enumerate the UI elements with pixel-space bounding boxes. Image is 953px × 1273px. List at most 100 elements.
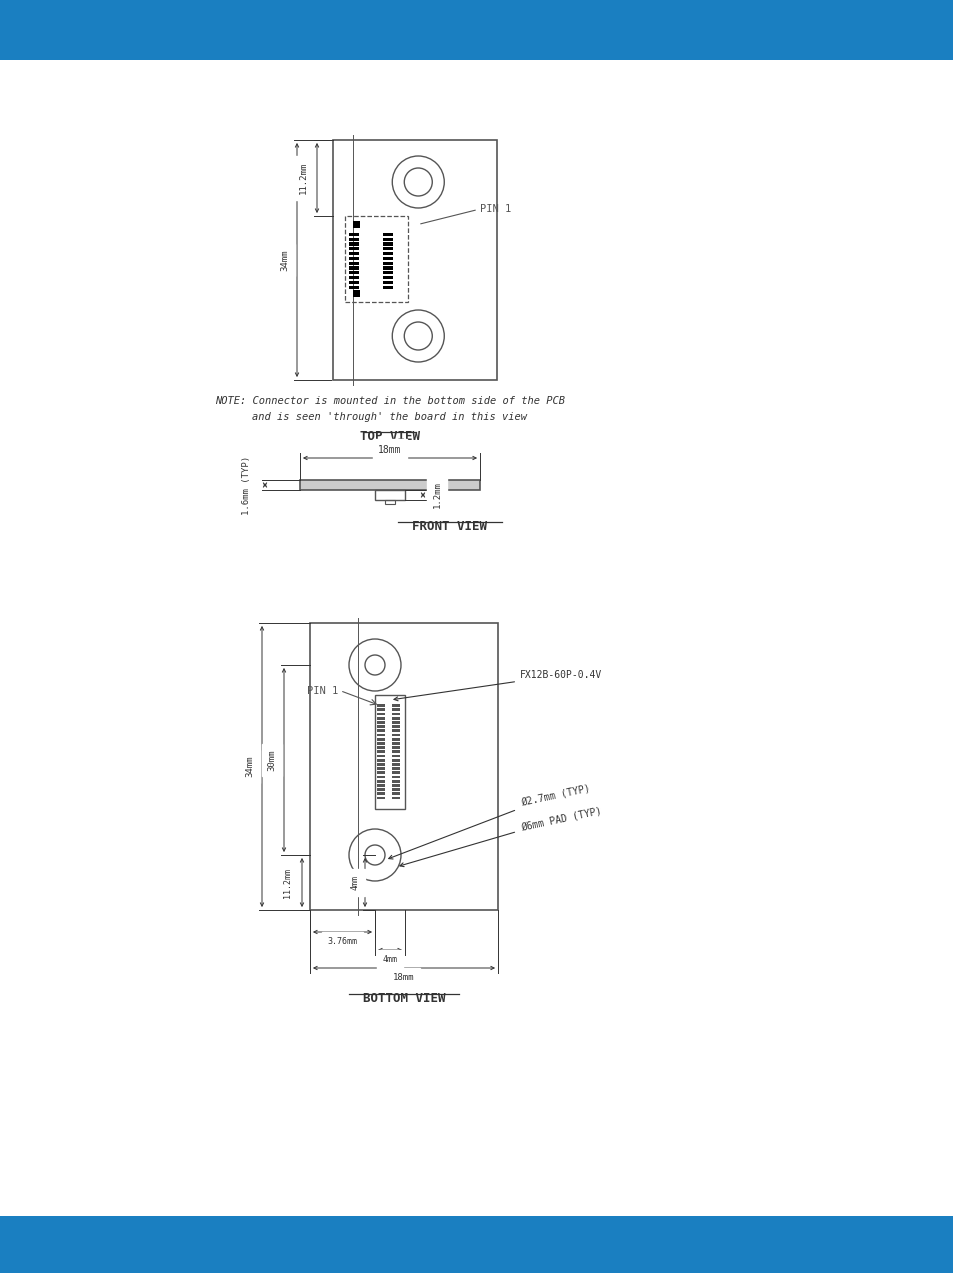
Text: FRONT VIEW: FRONT VIEW — [412, 519, 487, 533]
Bar — [376, 721, 385, 724]
Bar — [349, 252, 358, 255]
Bar — [392, 750, 399, 754]
Bar — [382, 252, 393, 255]
Bar — [376, 729, 385, 732]
Text: and is seen 'through' the board in this view: and is seen 'through' the board in this … — [253, 412, 527, 423]
Bar — [376, 713, 385, 715]
Bar — [392, 775, 399, 778]
Text: 4mm: 4mm — [350, 875, 359, 890]
Bar — [349, 257, 358, 260]
Bar — [376, 733, 385, 736]
Bar — [375, 695, 405, 810]
Bar — [376, 771, 385, 774]
Bar — [385, 500, 395, 504]
Bar — [382, 238, 393, 241]
Bar — [382, 247, 393, 251]
Bar — [376, 788, 385, 791]
Bar — [392, 742, 399, 745]
Bar — [349, 242, 358, 246]
Bar — [353, 222, 359, 228]
Bar — [0, 1216, 953, 1273]
Bar — [392, 729, 399, 732]
Bar — [382, 242, 393, 246]
Bar — [376, 717, 385, 719]
Bar — [392, 771, 399, 774]
Bar — [310, 622, 497, 910]
Text: TOP VIEW: TOP VIEW — [359, 430, 419, 443]
Bar — [376, 797, 385, 799]
Bar — [299, 480, 479, 490]
Bar — [392, 717, 399, 719]
Bar — [349, 276, 358, 279]
Bar — [392, 768, 399, 770]
Bar — [376, 750, 385, 754]
Text: BOTTOM VIEW: BOTTOM VIEW — [362, 992, 445, 1004]
Bar — [392, 738, 399, 741]
Text: Ø2.7mm (TYP): Ø2.7mm (TYP) — [388, 783, 591, 859]
Bar — [349, 285, 358, 289]
Bar — [376, 746, 385, 749]
Bar — [392, 763, 399, 766]
Bar — [349, 238, 358, 241]
Bar — [392, 784, 399, 787]
Bar — [382, 233, 393, 236]
Bar — [349, 247, 358, 251]
Bar — [392, 797, 399, 799]
Bar — [375, 490, 405, 500]
Text: NOTE: Connector is mounted in the bottom side of the PCB: NOTE: Connector is mounted in the bottom… — [214, 396, 564, 406]
Text: Ø6mm PAD (TYP): Ø6mm PAD (TYP) — [399, 805, 602, 867]
Bar — [376, 755, 385, 757]
Text: PIN 1: PIN 1 — [307, 686, 337, 695]
Text: 34mm: 34mm — [280, 250, 289, 271]
Bar — [382, 271, 393, 275]
Bar — [376, 738, 385, 741]
Bar — [333, 140, 497, 381]
Bar — [0, 0, 953, 60]
Bar — [382, 281, 393, 284]
Text: 3.76mm: 3.76mm — [327, 937, 357, 947]
Bar — [382, 276, 393, 279]
Text: 34mm: 34mm — [245, 756, 254, 778]
Bar — [349, 281, 358, 284]
Bar — [382, 266, 393, 270]
Text: 1.6mm (TYP): 1.6mm (TYP) — [242, 456, 252, 514]
Bar — [392, 755, 399, 757]
Bar — [392, 704, 399, 707]
Bar — [392, 792, 399, 796]
Bar — [345, 216, 408, 302]
Bar — [392, 733, 399, 736]
Text: 1.2mm: 1.2mm — [432, 481, 441, 508]
Bar — [376, 792, 385, 796]
Bar — [392, 780, 399, 783]
Bar — [392, 721, 399, 724]
Bar — [376, 759, 385, 761]
Bar — [392, 708, 399, 712]
Text: 18mm: 18mm — [377, 446, 401, 454]
Bar — [376, 784, 385, 787]
Bar — [382, 261, 393, 265]
Bar — [376, 704, 385, 707]
Bar — [376, 763, 385, 766]
Bar — [376, 708, 385, 712]
Bar — [376, 768, 385, 770]
Text: PIN 1: PIN 1 — [479, 205, 511, 214]
Bar — [382, 285, 393, 289]
Text: 18mm: 18mm — [393, 974, 415, 983]
Text: 11.2mm: 11.2mm — [298, 162, 307, 193]
Bar — [392, 713, 399, 715]
Bar — [353, 290, 359, 297]
Text: 30mm: 30mm — [267, 750, 276, 770]
Bar — [392, 788, 399, 791]
Bar — [349, 261, 358, 265]
Bar — [392, 726, 399, 728]
Bar — [376, 726, 385, 728]
Bar — [349, 266, 358, 270]
Bar — [349, 271, 358, 275]
Bar — [349, 233, 358, 236]
Bar — [392, 746, 399, 749]
Bar — [376, 775, 385, 778]
Text: 4mm: 4mm — [382, 956, 397, 965]
Bar — [382, 257, 393, 260]
Bar — [376, 780, 385, 783]
Text: 11.2mm: 11.2mm — [283, 867, 293, 897]
